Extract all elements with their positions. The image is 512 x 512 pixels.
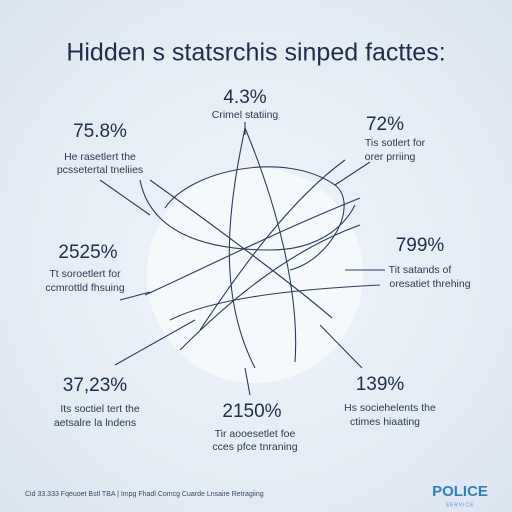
footer: Cid 33.333 Fqeuoet Bstl TBA | Impg Fhadl… <box>25 491 264 498</box>
stat-desc: Hs sociehelents the <box>344 402 436 414</box>
stat-desc: He rasetlert the <box>64 151 136 163</box>
title: Hidden s statsrchis sinped facttes: <box>66 39 445 67</box>
stat-value: 75.8% <box>73 121 127 142</box>
stat-desc: cces pfce tnraning <box>212 441 297 453</box>
decorative-lines <box>99 122 385 396</box>
stat-desc: Tir aooesetlet foe <box>215 428 296 440</box>
stat-value: 139% <box>356 374 405 395</box>
stat-desc: Tit satands of <box>389 264 452 276</box>
stat-desc: Tt soroetlert for <box>49 268 121 280</box>
center-circle <box>147 167 363 383</box>
stat-desc: Tis sotlert for <box>365 137 426 149</box>
stat-value: 2525% <box>58 242 117 263</box>
stat-desc: aetsalre la lndens <box>54 417 136 429</box>
stat-desc: Its soctiel tert the <box>60 403 140 415</box>
logo-title: POLICE <box>432 483 488 500</box>
stat-desc: Crimel statiing <box>212 109 279 121</box>
stat-value: 4.3% <box>223 87 266 108</box>
stat-desc: pcssetertal tneliies <box>57 164 143 176</box>
logo-subtitle: SERVICE <box>446 502 475 508</box>
stat-desc: ccmrottld fhsuing <box>45 282 125 294</box>
stat-value: 799% <box>396 235 445 256</box>
stat-value: 2150% <box>222 401 281 422</box>
stat-value: 72% <box>366 114 404 135</box>
stat-desc: ctimes hiaating <box>350 416 420 428</box>
stat-value: 37,23% <box>63 375 128 396</box>
stat-desc: oresatiet threhing <box>389 278 470 290</box>
stat-desc: orer prriing <box>365 151 416 163</box>
